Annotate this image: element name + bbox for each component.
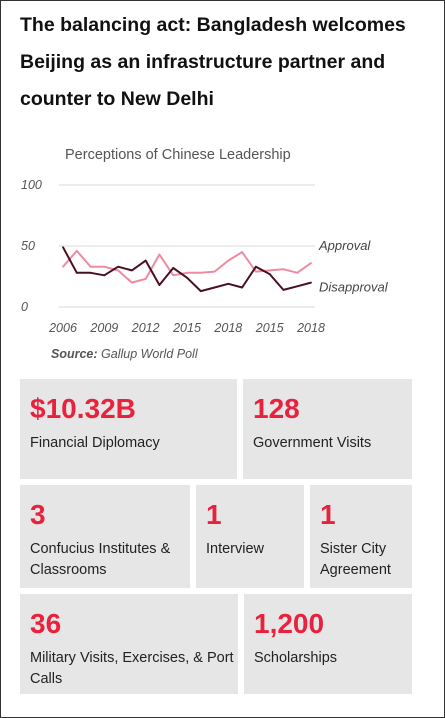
stat-value: 3 (30, 499, 46, 530)
stat-label: Interview (206, 541, 265, 557)
data-point-approval (241, 251, 244, 253)
data-point-approval (186, 271, 188, 274)
x-tick-label: 2009 (89, 321, 118, 335)
series-label-disapproval: Disapproval (319, 279, 389, 294)
y-tick-label: 50 (21, 239, 35, 253)
x-tick-label: 2006 (48, 321, 77, 335)
data-point-approval (130, 281, 133, 284)
stat-value: 128 (253, 393, 300, 424)
stat-label: Sister City Agreement (320, 541, 391, 578)
data-point-disapproval (199, 290, 202, 293)
data-point-disapproval (296, 285, 299, 288)
data-point-disapproval (117, 265, 120, 268)
data-point-disapproval (282, 289, 285, 291)
stat-label: Government Visits (253, 435, 372, 451)
stat-value: 1,200 (254, 608, 325, 639)
data-point-approval (89, 265, 92, 268)
source-text: Gallup World Poll (101, 347, 198, 361)
stat-card-interview: 1 Interview (196, 485, 304, 588)
data-point-approval (254, 270, 257, 273)
data-point-approval (282, 268, 285, 271)
data-point-approval (310, 262, 312, 264)
data-point-disapproval (254, 265, 257, 268)
x-tick-label: 2018 (296, 321, 325, 335)
data-point-disapproval (158, 284, 161, 286)
stat-label: Confucius Institutes & Classrooms (30, 541, 171, 578)
data-point-disapproval (213, 286, 216, 289)
data-point-approval (227, 259, 230, 262)
data-point-approval (103, 265, 106, 268)
data-point-disapproval (144, 259, 147, 262)
x-tick-label: 2018 (213, 321, 242, 335)
x-tick-label: 2012 (131, 321, 160, 335)
stat-card-scholarships: 1,200 Scholarships (244, 594, 412, 694)
x-tick-label: 2015 (172, 321, 201, 335)
stat-label: Financial Diplomacy (30, 435, 160, 451)
stat-value: 1 (320, 499, 336, 530)
data-point-approval (172, 274, 175, 277)
data-point-approval (62, 265, 64, 268)
stat-value: $10.32B (30, 393, 136, 424)
stat-label: Military Visits, Exercises, & Port Calls (30, 650, 234, 687)
data-point-disapproval (241, 286, 244, 289)
data-point-disapproval (227, 282, 230, 285)
y-tick-label: 0 (21, 300, 28, 314)
data-point-disapproval (62, 246, 64, 249)
stat-card-sister-city: 1 Sister City Agreement (310, 485, 412, 588)
data-point-disapproval (172, 267, 175, 269)
data-point-disapproval (186, 276, 188, 279)
chart-title: Perceptions of Chinese Leadership (65, 147, 291, 163)
stat-card-government-visits: 128 Government Visits (243, 379, 412, 479)
source-prefix: Source: (51, 347, 98, 361)
stat-label: Scholarships (254, 650, 338, 666)
x-tick-label: 2015 (255, 321, 284, 335)
data-point-approval (268, 269, 271, 272)
data-point-approval (296, 271, 299, 274)
data-point-approval (213, 270, 216, 273)
stat-value: 36 (30, 608, 62, 639)
data-point-disapproval (89, 271, 92, 274)
stat-value: 1 (206, 499, 222, 530)
data-point-disapproval (268, 273, 271, 275)
data-point-disapproval (310, 281, 312, 284)
data-point-approval (144, 278, 147, 280)
line-chart: 100 50 0 2006 2009 2012 2015 2018 2015 2018 Approv… (21, 178, 389, 335)
data-point-approval (199, 271, 202, 274)
stat-card-military-visits: 36 Military Visits, Exercises, & Port Ca… (20, 594, 238, 694)
data-point-approval (158, 253, 161, 256)
stat-card-financial-diplomacy: $10.32B Financial Diplomacy (20, 379, 237, 479)
stat-card-confucius-institutes: 3 Confucius Institutes & Classrooms (20, 485, 190, 588)
series-label-approval: Approval (318, 238, 371, 253)
data-point-approval (117, 269, 120, 272)
source-note: Source: Gallup World Poll (51, 347, 198, 361)
data-point-disapproval (103, 274, 106, 277)
headline: The balancing act: Bangladesh welcomes B… (20, 14, 406, 110)
data-point-disapproval (130, 269, 133, 272)
data-point-approval (75, 249, 78, 252)
data-point-disapproval (75, 271, 78, 274)
y-tick-label: 100 (21, 178, 42, 192)
